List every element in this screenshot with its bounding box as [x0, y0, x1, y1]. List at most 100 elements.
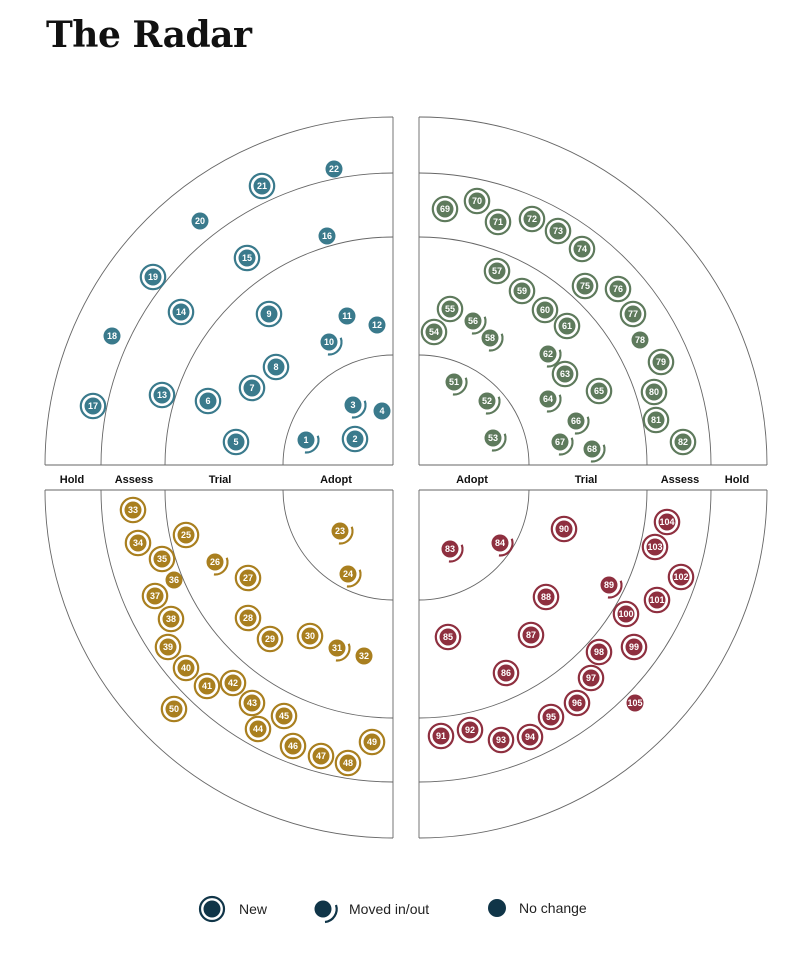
- blip[interactable]: 105: [626, 694, 644, 712]
- blip[interactable]: 49: [358, 728, 386, 756]
- blip[interactable]: 72: [518, 205, 546, 233]
- blip[interactable]: 90: [550, 515, 578, 543]
- blip[interactable]: 24: [339, 565, 362, 588]
- blip[interactable]: 74: [568, 235, 596, 263]
- blip[interactable]: 42: [219, 669, 247, 697]
- blip[interactable]: 20: [191, 212, 209, 230]
- blip[interactable]: 61: [553, 312, 581, 340]
- blip[interactable]: 13: [148, 381, 176, 409]
- blip[interactable]: 78: [631, 331, 649, 349]
- blip[interactable]: 28: [234, 604, 262, 632]
- blip[interactable]: 84: [491, 534, 514, 557]
- blip[interactable]: 65: [585, 377, 613, 405]
- blip[interactable]: 59: [508, 277, 536, 305]
- blip[interactable]: 47: [307, 742, 335, 770]
- blip[interactable]: 75: [571, 272, 599, 300]
- blip[interactable]: 100: [612, 600, 640, 628]
- blip[interactable]: 19: [139, 263, 167, 291]
- blip[interactable]: 68: [583, 440, 606, 463]
- blip[interactable]: 58: [481, 329, 504, 352]
- blip[interactable]: 63: [551, 360, 579, 388]
- blip[interactable]: 50: [160, 695, 188, 723]
- blip[interactable]: 60: [531, 296, 559, 324]
- blip[interactable]: 34: [124, 529, 152, 557]
- blip[interactable]: 23: [331, 522, 354, 545]
- blip[interactable]: 45: [270, 702, 298, 730]
- blip[interactable]: 86: [492, 659, 520, 687]
- blip[interactable]: 25: [172, 521, 200, 549]
- blip[interactable]: 44: [244, 715, 272, 743]
- blip[interactable]: 83: [441, 540, 464, 563]
- blip[interactable]: 71: [484, 208, 512, 236]
- blip[interactable]: 64: [539, 390, 562, 413]
- blip[interactable]: 1: [297, 431, 320, 454]
- blip[interactable]: 35: [148, 545, 176, 573]
- blip[interactable]: 31: [328, 639, 351, 662]
- blip[interactable]: 57: [483, 257, 511, 285]
- blip[interactable]: 46: [279, 732, 307, 760]
- blip[interactable]: 55: [436, 295, 464, 323]
- blip[interactable]: 2: [341, 425, 369, 453]
- blip[interactable]: 41: [193, 672, 221, 700]
- blip[interactable]: 102: [667, 563, 695, 591]
- blip[interactable]: 85: [434, 623, 462, 651]
- blip[interactable]: 104: [653, 508, 681, 536]
- blip[interactable]: 11: [338, 307, 356, 325]
- blip[interactable]: 4: [373, 402, 391, 420]
- blip[interactable]: 56: [464, 312, 487, 335]
- blip[interactable]: 21: [248, 172, 276, 200]
- blip[interactable]: 80: [640, 378, 668, 406]
- blip[interactable]: 103: [641, 533, 669, 561]
- blip[interactable]: 9: [255, 300, 283, 328]
- blip[interactable]: 52: [478, 392, 501, 415]
- blip[interactable]: 48: [334, 749, 362, 777]
- blip[interactable]: 10: [320, 333, 343, 356]
- blip[interactable]: 89: [600, 576, 623, 599]
- blip[interactable]: 98: [585, 638, 613, 666]
- blip[interactable]: 15: [233, 244, 261, 272]
- blip[interactable]: 36: [165, 571, 183, 589]
- blip[interactable]: 88: [532, 583, 560, 611]
- blip[interactable]: 18: [103, 327, 121, 345]
- blip[interactable]: 17: [79, 392, 107, 420]
- blip[interactable]: 39: [154, 633, 182, 661]
- blip[interactable]: 54: [420, 318, 448, 346]
- blip[interactable]: 92: [456, 716, 484, 744]
- blip[interactable]: 7: [238, 374, 266, 402]
- blip[interactable]: 66: [567, 412, 590, 435]
- blip[interactable]: 37: [141, 582, 169, 610]
- blip[interactable]: 81: [642, 406, 670, 434]
- blip[interactable]: 40: [172, 654, 200, 682]
- blip[interactable]: 16: [318, 227, 336, 245]
- blip[interactable]: 69: [431, 195, 459, 223]
- blip[interactable]: 33: [119, 496, 147, 524]
- blip[interactable]: 97: [577, 664, 605, 692]
- blip[interactable]: 99: [620, 633, 648, 661]
- blip[interactable]: 76: [604, 275, 632, 303]
- blip[interactable]: 67: [551, 433, 574, 456]
- blip[interactable]: 32: [355, 647, 373, 665]
- blip[interactable]: 77: [619, 300, 647, 328]
- blip[interactable]: 96: [563, 689, 591, 717]
- blip[interactable]: 38: [157, 605, 185, 633]
- blip[interactable]: 101: [643, 586, 671, 614]
- blip[interactable]: 26: [206, 553, 229, 576]
- blip[interactable]: 30: [296, 622, 324, 650]
- blip[interactable]: 51: [445, 373, 468, 396]
- blip[interactable]: 3: [344, 396, 367, 419]
- blip[interactable]: 8: [262, 353, 290, 381]
- blip[interactable]: 70: [463, 187, 491, 215]
- blip[interactable]: 79: [647, 348, 675, 376]
- blip[interactable]: 87: [517, 621, 545, 649]
- blip[interactable]: 93: [487, 726, 515, 754]
- blip[interactable]: 53: [484, 429, 507, 452]
- blip[interactable]: 94: [516, 723, 544, 751]
- blip[interactable]: 91: [427, 722, 455, 750]
- blip[interactable]: 6: [194, 387, 222, 415]
- blip[interactable]: 73: [544, 217, 572, 245]
- blip[interactable]: 14: [167, 298, 195, 326]
- blip[interactable]: 62: [539, 345, 562, 368]
- blip[interactable]: 82: [669, 428, 697, 456]
- blip[interactable]: 12: [368, 316, 386, 334]
- blip[interactable]: 27: [234, 564, 262, 592]
